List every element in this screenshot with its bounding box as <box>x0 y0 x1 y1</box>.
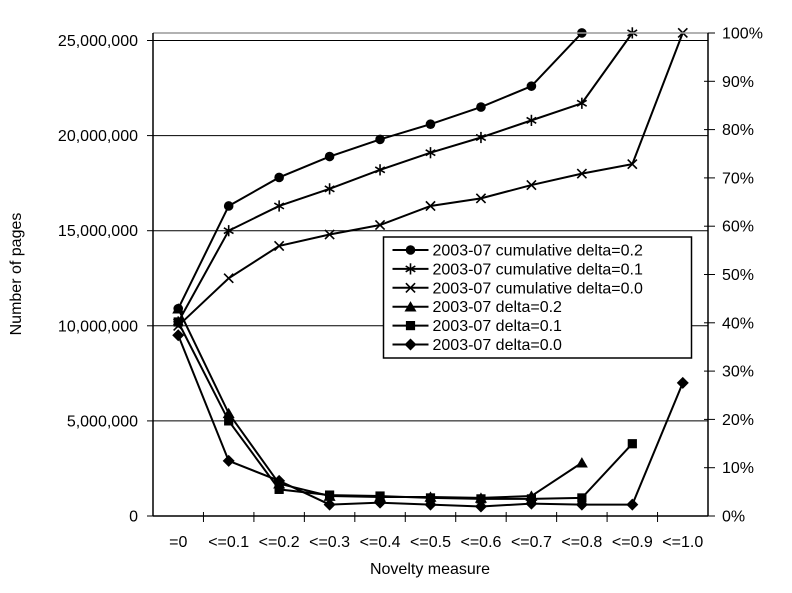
right-axis-tick-label: 30% <box>722 364 754 381</box>
x-marker <box>223 273 234 284</box>
legend-label: 2003-07 delta=0.0 <box>433 337 563 354</box>
circle-marker <box>223 201 234 211</box>
diamond-marker <box>374 496 387 509</box>
x-marker <box>324 229 335 240</box>
circle-marker <box>375 134 385 145</box>
left-axis-tick-label: 10,000,000 <box>58 318 138 335</box>
legend-box <box>382 236 693 359</box>
legend-x-marker <box>405 282 416 293</box>
legend-square-marker <box>405 321 416 331</box>
right-axis-tick-label: 50% <box>722 267 754 284</box>
left-axis-tick-label: 25,000,000 <box>58 33 138 50</box>
left-axis-tick-label: 20,000,000 <box>58 128 138 145</box>
right-axis-tick-label: 0% <box>722 509 745 526</box>
series-line-2 <box>177 32 634 323</box>
right-axis-tick-label: 80% <box>722 122 754 139</box>
diamond-marker <box>525 497 538 510</box>
x-marker <box>475 193 487 204</box>
legend-label: 2003-07 cumulative delta=0.1 <box>433 261 643 278</box>
diamond-marker <box>676 376 689 389</box>
right-axis-tick-label: 70% <box>722 170 754 187</box>
circle-marker <box>324 151 335 162</box>
diamond-marker <box>626 498 639 511</box>
square-marker <box>375 491 385 501</box>
circle-marker <box>274 172 284 183</box>
asterisk-marker <box>526 116 537 124</box>
x-axis-tick-label: <=0.6 <box>460 534 501 551</box>
asterisk-marker <box>576 99 588 107</box>
asterisk-marker <box>475 133 487 142</box>
x-axis-tick-label: <=1.0 <box>662 534 703 551</box>
square-marker <box>577 493 587 503</box>
right-axis-tick-label: 40% <box>722 315 754 332</box>
legend-label: 2003-07 delta=0.1 <box>433 318 563 335</box>
x-marker <box>425 200 436 212</box>
triangle-marker <box>575 457 588 468</box>
x-axis-tick-label: <=0.4 <box>360 534 401 551</box>
x-axis-title: Novelty measure <box>369 561 491 578</box>
right-axis-tick-label: 60% <box>722 219 754 236</box>
square-marker <box>324 490 335 500</box>
x-axis-tick-label: <=0.3 <box>309 534 350 551</box>
diamond-marker <box>575 498 588 511</box>
x-axis-tick-label: <=0.7 <box>511 534 552 551</box>
diamond-marker <box>273 474 286 487</box>
right-axis-tick-label: 20% <box>722 412 754 429</box>
legend-label: 2003-07 delta=0.2 <box>433 299 563 316</box>
series-line-5 <box>177 321 634 500</box>
circle-marker <box>476 102 486 112</box>
diamond-marker <box>424 498 437 511</box>
square-marker <box>224 416 234 426</box>
y-axis-title: Number of pages <box>8 212 25 336</box>
asterisk-marker <box>374 166 386 174</box>
triangle-marker <box>172 303 185 314</box>
x-marker <box>374 219 386 231</box>
asterisk-marker <box>273 202 285 210</box>
left-axis-tick-label: 15,000,000 <box>58 223 138 240</box>
asterisk-marker <box>223 227 234 235</box>
square-marker <box>425 493 436 503</box>
right-axis-tick-label: 100% <box>722 26 763 43</box>
legend-asterisk-marker <box>405 265 416 273</box>
diamond-marker <box>222 454 235 467</box>
legend-label: 2003-07 cumulative delta=0.0 <box>433 280 643 297</box>
square-marker <box>627 439 637 449</box>
diamond-marker <box>172 329 185 342</box>
legend-label: 2003-07 cumulative delta=0.2 <box>433 243 643 260</box>
square-marker <box>274 484 284 494</box>
x-axis-tick-label: <=0.9 <box>612 534 653 551</box>
legend-diamond-marker <box>404 338 417 351</box>
diamond-marker <box>323 498 336 511</box>
legend-triangle-marker <box>404 301 417 312</box>
x-marker <box>273 240 285 252</box>
x-marker <box>526 179 537 191</box>
x-marker <box>576 168 588 179</box>
x-axis-tick-label: =0 <box>169 534 187 551</box>
right-axis-tick-label: 10% <box>722 460 754 477</box>
left-axis-tick-label: 0 <box>129 509 138 526</box>
x-axis-tick-label: <=0.8 <box>561 534 602 551</box>
asterisk-marker <box>324 185 335 193</box>
diamond-marker <box>474 500 487 513</box>
x-axis-tick-label: <=0.5 <box>410 534 451 551</box>
square-marker <box>173 317 183 327</box>
square-marker <box>476 494 486 504</box>
x-axis-tick-label: <=0.1 <box>208 534 249 551</box>
circle-marker <box>425 119 436 129</box>
legend-circle-marker <box>405 245 416 255</box>
circle-marker <box>526 81 537 91</box>
right-axis-tick-label: 90% <box>722 74 754 91</box>
left-axis-tick-label: 5,000,000 <box>67 413 138 430</box>
x-marker <box>627 158 638 170</box>
x-axis-tick-label: <=0.2 <box>259 534 300 551</box>
asterisk-marker <box>425 149 436 157</box>
